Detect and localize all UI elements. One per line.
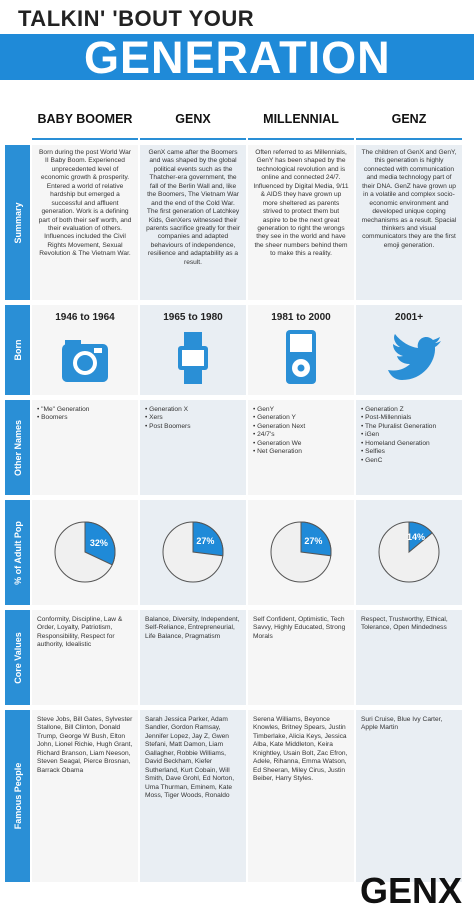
other-name: Xers <box>145 414 241 422</box>
cell-bg <box>32 610 138 705</box>
born-years: 1981 to 2000 <box>271 312 331 323</box>
pie-slice <box>192 521 224 557</box>
title-line1: TALKIN' 'BOUT YOUR <box>18 6 255 31</box>
other-name: Selfies <box>361 448 457 456</box>
pie-label: 14% <box>407 532 425 542</box>
summary: Born during the post World War II Baby B… <box>38 149 132 258</box>
other-name: iGen <box>361 431 457 439</box>
famous-people: Sarah Jessica Parker, Adam Sandler, Gord… <box>145 716 235 799</box>
row-label: Core Values <box>5 610 30 705</box>
title-band <box>0 34 474 80</box>
other-name: Net Generation <box>253 448 349 456</box>
cell-bg <box>356 710 462 882</box>
row-label: Famous People <box>5 710 30 882</box>
ipod-icon <box>286 330 316 384</box>
pie-slice <box>408 521 433 554</box>
other-name: The Pluralist Generation <box>361 423 457 431</box>
core-values: Balance, Diversity, Independent, Self-Re… <box>145 616 240 640</box>
column-header: BABY BOOMER <box>32 100 138 140</box>
pie-label: 27% <box>196 536 214 546</box>
other-name: Boomers <box>37 414 133 422</box>
other-name: Generation We <box>253 440 349 448</box>
camera-icon <box>62 340 108 382</box>
column-header: GENX <box>140 100 246 140</box>
pie-slice <box>300 521 332 557</box>
other-names: GenYGeneration YGeneration Next24/7'sGen… <box>248 402 354 461</box>
cell-bg <box>32 710 138 882</box>
born-years: 1965 to 1980 <box>163 312 223 323</box>
row-label: Summary <box>5 145 30 300</box>
other-name: "Me" Generation <box>37 406 133 414</box>
other-name: GenC <box>361 457 457 465</box>
pie-slice <box>84 521 116 566</box>
cell-bg <box>140 145 246 300</box>
pie: 27% <box>270 521 332 583</box>
other-name: Generation Z <box>361 406 457 414</box>
pie: 32% <box>54 521 116 583</box>
cell-bg <box>140 710 246 882</box>
other-names: Generation XXersPost Boomers <box>140 402 246 435</box>
other-name: GenY <box>253 406 349 414</box>
cell-bg <box>32 145 138 300</box>
cell-bg <box>140 610 246 705</box>
other-name: Generation Next <box>253 423 349 431</box>
other-names: "Me" GenerationBoomers <box>32 402 138 427</box>
summary: Often referred to as Millennials, GenY h… <box>253 149 349 258</box>
title-line2: GENERATION <box>84 32 391 83</box>
cell-bg <box>356 145 462 300</box>
watch-icon <box>178 332 208 384</box>
famous-people: Steve Jobs, Bill Gates, Sylvester Stallo… <box>37 716 133 774</box>
other-name: Post-Millennials <box>361 414 457 422</box>
core-values: Conformity, Discipline, Law & Order, Loy… <box>37 616 123 649</box>
row-label: Born <box>5 305 30 395</box>
famous-people: Suri Cruise, Blue Ivy Carter, Apple Mart… <box>361 716 443 732</box>
pie-label: 32% <box>90 538 108 548</box>
core-values: Self Confident, Optimistic, Tech Savvy, … <box>253 616 346 640</box>
other-name: Generation Y <box>253 414 349 422</box>
pie-label: 27% <box>304 536 322 546</box>
cell-bg <box>248 145 354 300</box>
column-header: GENZ <box>356 100 462 140</box>
cell-bg <box>248 610 354 705</box>
row-label: % of Adult Pop <box>5 500 30 605</box>
summary: GenX came after the Boomers and was shap… <box>146 149 240 266</box>
column-header: MILLENNIAL <box>248 100 354 140</box>
bird-icon <box>388 334 441 380</box>
row-label: Other Names <box>5 400 30 495</box>
pie: 27% <box>162 521 224 583</box>
summary: The children of GenX and GenY, this gene… <box>361 149 457 249</box>
core-values: Respect, Trustworthy, Ethical, Tolerance… <box>361 616 448 632</box>
other-names: Generation ZPost-MillennialsThe Pluralis… <box>356 402 462 469</box>
footer-logo: GENX <box>359 870 462 911</box>
other-name: Generation X <box>145 406 241 414</box>
pie: 14% <box>378 521 440 583</box>
other-name: Post Boomers <box>145 423 241 431</box>
born-years: 1946 to 1964 <box>55 312 115 323</box>
cell-bg <box>356 610 462 705</box>
cell-bg <box>248 710 354 882</box>
born-years: 2001+ <box>394 312 424 323</box>
famous-people: Serena Williams, Beyonce Knowles, Britne… <box>253 716 348 783</box>
other-name: Homeland Generation <box>361 440 457 448</box>
other-name: 24/7's <box>253 431 349 439</box>
